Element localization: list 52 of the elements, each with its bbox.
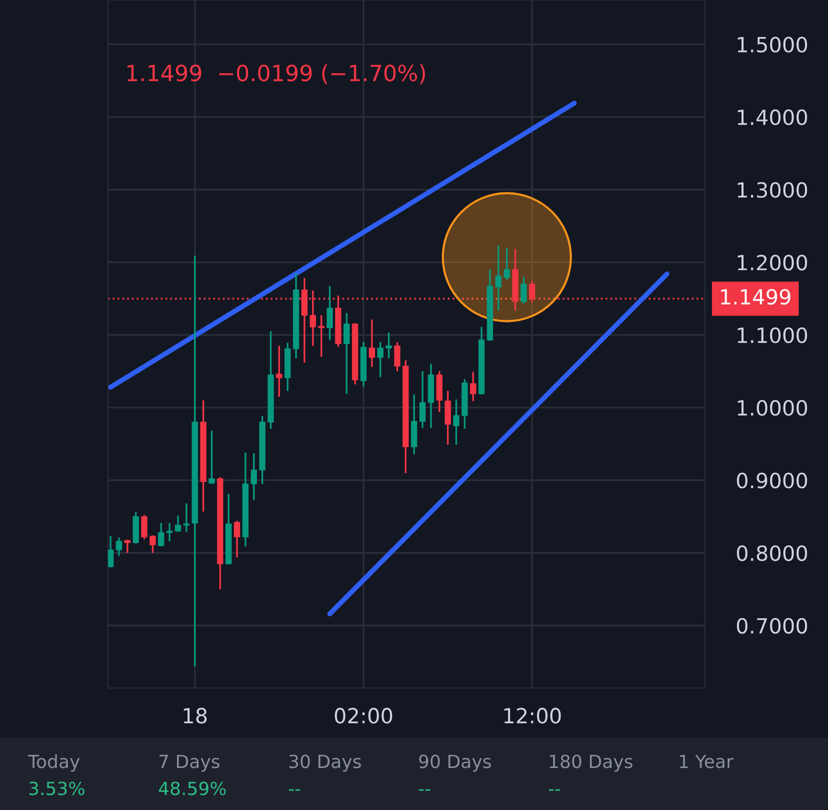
candlestick <box>234 520 240 558</box>
text: 180 Days <box>550 754 632 772</box>
candlestick <box>124 540 130 553</box>
candlestick <box>250 453 257 500</box>
y-tick-label: 1.2000 <box>738 254 808 270</box>
candlestick <box>208 430 215 484</box>
candlestick <box>520 276 527 304</box>
candlestick <box>183 503 190 532</box>
text: -- <box>288 789 300 791</box>
text: 48.59% <box>158 782 226 796</box>
candlestick <box>444 390 451 445</box>
y-tick-label: 1.5000 <box>738 36 808 53</box>
candlestick <box>453 399 460 445</box>
y-tick-label: 1.0000 <box>738 400 808 416</box>
candlestick <box>386 332 392 358</box>
y-tick-label: 0.8000 <box>736 545 808 562</box>
text: 7 Days <box>159 754 220 772</box>
text: -- <box>548 789 560 791</box>
x-tick-label: 18 <box>184 708 207 724</box>
x-tick-label: 12:00 <box>504 708 561 724</box>
y-tick-label: 1.4000 <box>738 109 808 126</box>
candlestick <box>368 320 376 367</box>
candlestick <box>504 248 510 280</box>
candlestick <box>158 522 164 546</box>
candlestick <box>419 371 426 428</box>
text: 30 Days <box>289 754 361 772</box>
text: 1.1499 −0.0199 (−1.70%) <box>127 64 425 84</box>
candlestick <box>495 245 502 310</box>
candlestick <box>108 536 114 568</box>
y-tick-label: 1.3000 <box>738 182 808 198</box>
y-tick-label: 1.1000 <box>738 327 808 344</box>
y-tick-label: 0.7000 <box>736 618 808 634</box>
text: 90 Days <box>419 754 491 772</box>
candlestick <box>276 346 282 397</box>
candlestick <box>377 342 384 378</box>
candlestick <box>394 342 400 372</box>
x-tick-label: 02:00 <box>334 708 392 724</box>
candlestick <box>318 315 324 357</box>
text: 1 Year <box>680 754 734 768</box>
text: 3.53% <box>29 782 84 796</box>
candlestick <box>116 538 122 556</box>
text: -- <box>418 789 430 791</box>
candlestick <box>141 514 148 540</box>
candlestick <box>344 313 350 394</box>
candlestick <box>174 516 182 532</box>
text: Today <box>28 754 80 772</box>
y-tick-label: 0.9000 <box>736 472 808 488</box>
candlestick <box>326 286 333 340</box>
candlestick <box>470 372 476 402</box>
candlestick <box>150 535 156 553</box>
candlestick <box>166 522 173 542</box>
ref-line-label: 1.1499 <box>721 288 790 305</box>
